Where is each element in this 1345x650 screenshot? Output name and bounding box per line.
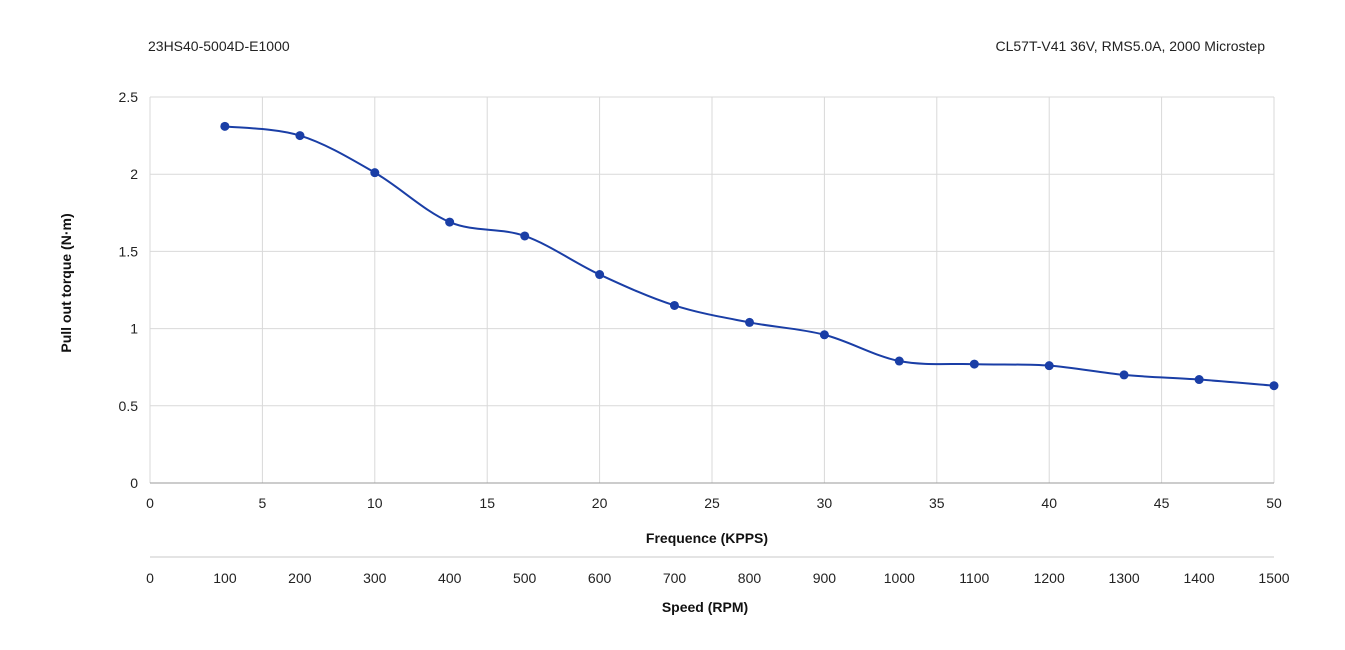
data-point: [669, 300, 679, 310]
rpm-tick-label: 1400: [1183, 570, 1214, 586]
data-point: [969, 359, 979, 369]
data-point: [220, 121, 230, 131]
x-tick-label: 25: [704, 495, 720, 511]
data-point: [1044, 361, 1054, 371]
x-tick-label: 40: [1041, 495, 1057, 511]
x-tick-label: 20: [592, 495, 608, 511]
y-tick-label: 0: [130, 475, 138, 491]
y-tick-label: 0.5: [119, 398, 139, 414]
y-axis-ticks: 0 0.5 1 1.5 2 2.5: [119, 89, 139, 491]
x-tick-label: 50: [1266, 495, 1282, 511]
data-point: [819, 330, 829, 340]
y-tick-label: 1.5: [119, 243, 139, 259]
rpm-tick-label: 1000: [884, 570, 915, 586]
rpm-tick-label: 200: [288, 570, 312, 586]
rpm-axis: 0 100 200 300 400 500 600 700 800 900 1000 1100 1200…: [146, 556, 1290, 586]
x-tick-label: 10: [367, 495, 383, 511]
y-tick-label: 2: [130, 166, 138, 182]
data-point: [595, 270, 605, 280]
rpm-tick-label: 600: [588, 570, 612, 586]
driver-info-label: CL57T-V41 36V, RMS5.0A, 2000 Microstep: [995, 38, 1265, 54]
rpm-tick-label: 1300: [1109, 570, 1140, 586]
data-point: [1194, 375, 1204, 385]
data-point: [1269, 381, 1279, 391]
data-point: [894, 356, 904, 366]
rpm-tick-label: 500: [513, 570, 537, 586]
data-point: [520, 231, 530, 241]
series: [220, 121, 1279, 391]
rpm-tick-label: 300: [363, 570, 387, 586]
rpm-tick-label: 1500: [1258, 570, 1289, 586]
rpm-tick-label: 0: [146, 570, 154, 586]
rpm-tick-label: 1200: [1034, 570, 1065, 586]
x-axis-title: Frequence (KPPS): [646, 530, 768, 546]
x-tick-label: 30: [817, 495, 833, 511]
y-tick-label: 2.5: [119, 89, 139, 105]
rpm-tick-label: 100: [213, 570, 237, 586]
y-axis-title: Pull out torque (N·m): [58, 213, 74, 352]
x-tick-label: 15: [479, 495, 495, 511]
data-point: [295, 131, 305, 141]
rpm-tick-label: 400: [438, 570, 462, 586]
grid: [149, 96, 1275, 484]
x-axis-ticks: 0 5 10 15 20 25 30 35 40 45 50: [146, 495, 1282, 511]
x-tick-label: 5: [259, 495, 267, 511]
data-point: [370, 168, 380, 178]
rpm-tick-label: 900: [813, 570, 837, 586]
data-point: [445, 217, 455, 227]
rpm-axis-title: Speed (RPM): [662, 599, 748, 615]
rpm-tick-label: 1100: [959, 570, 989, 586]
x-tick-label: 0: [146, 495, 154, 511]
series-line: [224, 125, 1275, 387]
data-point: [1119, 370, 1129, 380]
data-point: [745, 317, 755, 327]
rpm-tick-label: 700: [663, 570, 687, 586]
x-tick-label: 35: [929, 495, 945, 511]
x-tick-label: 45: [1154, 495, 1170, 511]
rpm-tick-label: 800: [738, 570, 762, 586]
motor-model-label: 23HS40-5004D-E1000: [148, 38, 290, 54]
y-tick-label: 1: [130, 321, 138, 337]
